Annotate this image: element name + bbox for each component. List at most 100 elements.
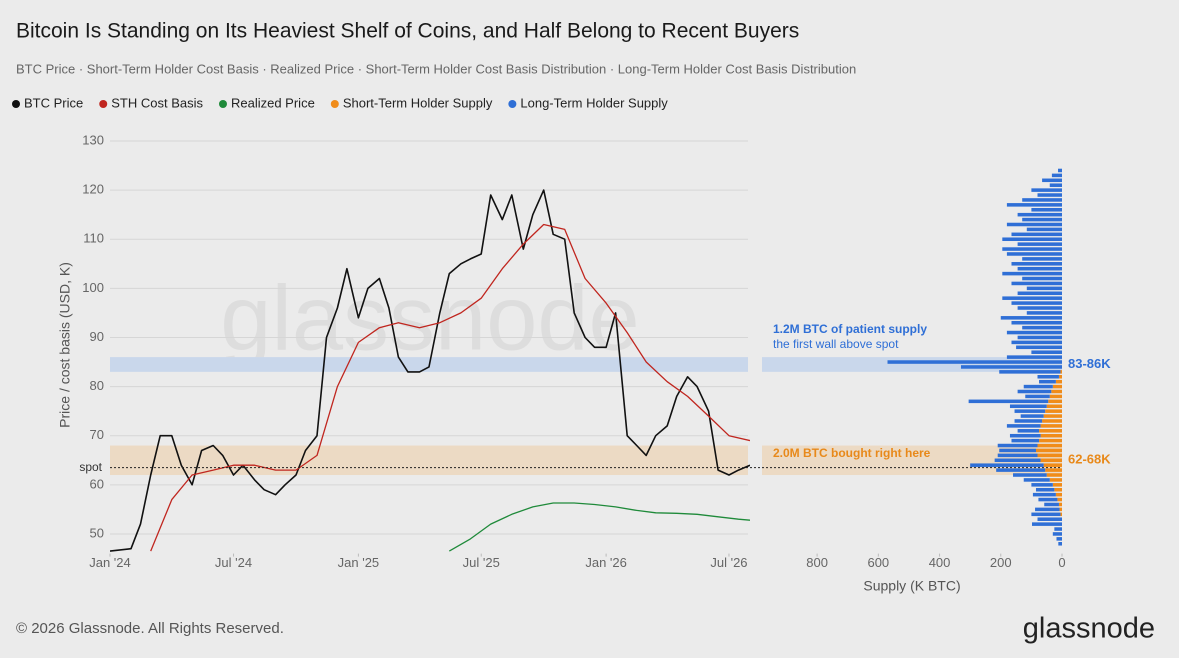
- bar: [999, 370, 1061, 374]
- bar: [1017, 389, 1052, 394]
- bar: [1002, 296, 1062, 300]
- x-tick-label: 600: [867, 555, 889, 570]
- bar: [999, 448, 1036, 453]
- x-tick-label: 400: [929, 555, 951, 570]
- bar: [1045, 468, 1062, 472]
- bar: [1023, 478, 1050, 482]
- bar: [1055, 379, 1062, 384]
- bar: [1035, 507, 1060, 512]
- bar: [1011, 301, 1062, 305]
- bar: [1049, 394, 1062, 399]
- bar: [1016, 345, 1062, 350]
- x-tick-label: Jul '25: [463, 555, 500, 570]
- legend-marker: [12, 100, 20, 108]
- legend-marker: [330, 100, 339, 108]
- chart-title: Bitcoin Is Standing on Its Heaviest Shel…: [16, 20, 799, 43]
- bar: [1039, 429, 1062, 433]
- bar: [1031, 512, 1061, 517]
- bar: [1014, 419, 1043, 423]
- footer: © 2026 Glassnode. All Rights Reserved.: [16, 620, 284, 637]
- y-tick-label: 50: [90, 525, 104, 540]
- y-tick-label: 70: [90, 427, 104, 442]
- bar: [1020, 414, 1044, 418]
- y-tick-label: 130: [82, 132, 104, 147]
- line-series: [110, 189, 750, 552]
- bar: [1058, 375, 1062, 379]
- bar: [1037, 517, 1062, 521]
- bar: [1048, 399, 1062, 404]
- bar: [1011, 320, 1062, 325]
- bar: [1006, 222, 1062, 227]
- bar: [1031, 350, 1062, 354]
- y-tick-label: 120: [82, 182, 104, 197]
- annotation: 1.2M BTC of patient supply: [773, 322, 927, 336]
- bar: [997, 443, 1038, 448]
- bar: [1032, 492, 1056, 497]
- x-tick-label: Jan '24: [89, 555, 131, 570]
- bar: [1026, 227, 1062, 232]
- bar: [1042, 419, 1062, 423]
- bar: [1017, 429, 1040, 433]
- bar: [1035, 487, 1055, 492]
- chart-subtitle: BTC Price · Short-Term Holder Cost Basis…: [16, 61, 856, 76]
- bar: [1011, 262, 1062, 266]
- legend-label: STH Cost Basis: [111, 95, 203, 110]
- bar: [1017, 306, 1062, 310]
- bar: [1006, 203, 1062, 207]
- bar: [1017, 266, 1062, 271]
- annotation: 2.0M BTC bought right here: [773, 446, 931, 460]
- bar: [1037, 193, 1062, 197]
- bar: [1017, 242, 1062, 246]
- bar: [1037, 375, 1059, 379]
- bar: [1017, 335, 1062, 340]
- bar: [1009, 433, 1041, 438]
- band: [762, 357, 1062, 372]
- x-tick-label: 200: [990, 555, 1012, 570]
- bar: [1039, 379, 1056, 384]
- bar: [1058, 542, 1062, 546]
- bar: [1022, 325, 1062, 330]
- bar: [1023, 384, 1053, 389]
- line-series: [150, 223, 750, 552]
- x-axis-label: Supply (K BTC): [863, 578, 960, 594]
- bar: [1046, 404, 1062, 409]
- y-tick-label: 100: [82, 280, 104, 295]
- bar: [1011, 438, 1040, 443]
- bar: [1056, 537, 1062, 541]
- bar: [1043, 414, 1062, 418]
- logo: glassnode: [1023, 613, 1155, 645]
- bar: [1031, 188, 1062, 192]
- x-tick-label: 0: [1058, 555, 1065, 570]
- bar: [1017, 212, 1062, 217]
- bar: [960, 365, 1062, 369]
- y-tick-label: 80: [90, 378, 104, 393]
- band-label: 83-86K: [1068, 356, 1111, 371]
- bar: [1049, 478, 1062, 482]
- x-tick-label: Jul '24: [215, 555, 252, 570]
- bar: [1051, 389, 1062, 394]
- bar: [1057, 497, 1062, 502]
- y-axis-label: Price / cost basis (USD, K): [57, 262, 73, 428]
- annotation: the first wall above spot: [773, 337, 899, 351]
- bar: [994, 458, 1041, 463]
- band: [110, 445, 748, 476]
- bar: [1044, 502, 1059, 507]
- bar: [1002, 237, 1062, 242]
- bar: [1040, 424, 1062, 428]
- bar: [1011, 340, 1062, 345]
- legend-marker: [508, 100, 517, 108]
- bar: [997, 453, 1038, 458]
- bar: [1014, 409, 1046, 413]
- bar: [1006, 355, 1062, 359]
- bar: [1045, 409, 1062, 413]
- bar: [1022, 217, 1062, 222]
- bar: [1006, 424, 1041, 428]
- y-tick-label: 90: [90, 329, 104, 344]
- bar: [1031, 207, 1062, 212]
- bar: [1051, 173, 1062, 178]
- bar: [1026, 286, 1062, 291]
- bar: [1037, 453, 1062, 458]
- legend: BTC Price STH Cost Basis Realized Price Sho…: [12, 95, 668, 110]
- bar: [1055, 492, 1062, 497]
- bar: [1054, 527, 1062, 531]
